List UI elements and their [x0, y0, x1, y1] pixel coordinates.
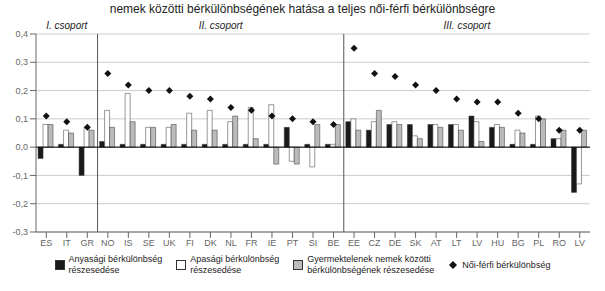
svg-text:SI: SI: [309, 238, 318, 248]
svg-text:BE: BE: [328, 238, 340, 248]
svg-text:0,4: 0,4: [15, 29, 28, 39]
svg-text:0,3: 0,3: [15, 57, 28, 67]
svg-text:IS: IS: [124, 238, 133, 248]
svg-text:UK: UK: [163, 238, 176, 248]
svg-text:DK: DK: [204, 238, 217, 248]
svg-text:SE: SE: [143, 238, 155, 248]
svg-text:CZ: CZ: [369, 238, 381, 248]
svg-text:PT: PT: [287, 238, 299, 248]
svg-text:DE: DE: [389, 238, 402, 248]
html-text:nemek közötti bérkülönbségének: nemek közötti bérkülönbségének hatása a …: [109, 2, 496, 16]
svg-text:0,2: 0,2: [15, 86, 28, 96]
html-text:Apasági bérkülönbség részesedé: Apasági bérkülönbség részesedése: [190, 254, 280, 275]
svg-text:0,1: 0,1: [15, 114, 28, 124]
svg-text:FI: FI: [186, 238, 194, 248]
svg-text:NL: NL: [225, 238, 237, 248]
svg-text:EE: EE: [348, 238, 360, 248]
svg-text:IE: IE: [268, 238, 277, 248]
svg-text:BG: BG: [512, 238, 525, 248]
svg-text:GR: GR: [81, 238, 95, 248]
svg-text:-0,1: -0,1: [12, 171, 28, 181]
svg-text:PL: PL: [533, 238, 544, 248]
svg-text:AT: AT: [431, 238, 442, 248]
svg-text:FR: FR: [245, 238, 257, 248]
html-text:Gyermektelenek nemek közötti b: Gyermektelenek nemek közötti bérkülönbsé…: [307, 254, 435, 275]
svg-text:LT: LT: [452, 238, 462, 248]
html-text:Női-férfi bérkülönbség: Női-férfi bérkülönbség: [462, 259, 551, 270]
svg-text:-0,3: -0,3: [12, 227, 28, 237]
svg-text:0,0: 0,0: [15, 142, 28, 152]
svg-text:II. csoport: II. csoport: [199, 20, 244, 31]
svg-text:I. csoport: I. csoport: [46, 20, 88, 31]
svg-text:NO: NO: [101, 238, 115, 248]
svg-text:LV: LV: [575, 238, 585, 248]
svg-text:ES: ES: [40, 238, 52, 248]
svg-text:-0,2: -0,2: [12, 199, 28, 209]
svg-text:IT: IT: [63, 238, 72, 248]
svg-text:SK: SK: [410, 238, 422, 248]
svg-text:LV: LV: [472, 238, 482, 248]
svg-text:III. csoport: III. csoport: [444, 20, 492, 31]
svg-text:HU: HU: [491, 238, 504, 248]
svg-text:RO: RO: [552, 238, 566, 248]
html-text:Anyasági bérkülönbség részesed: Anyasági bérkülönbség részesedése: [68, 254, 163, 275]
